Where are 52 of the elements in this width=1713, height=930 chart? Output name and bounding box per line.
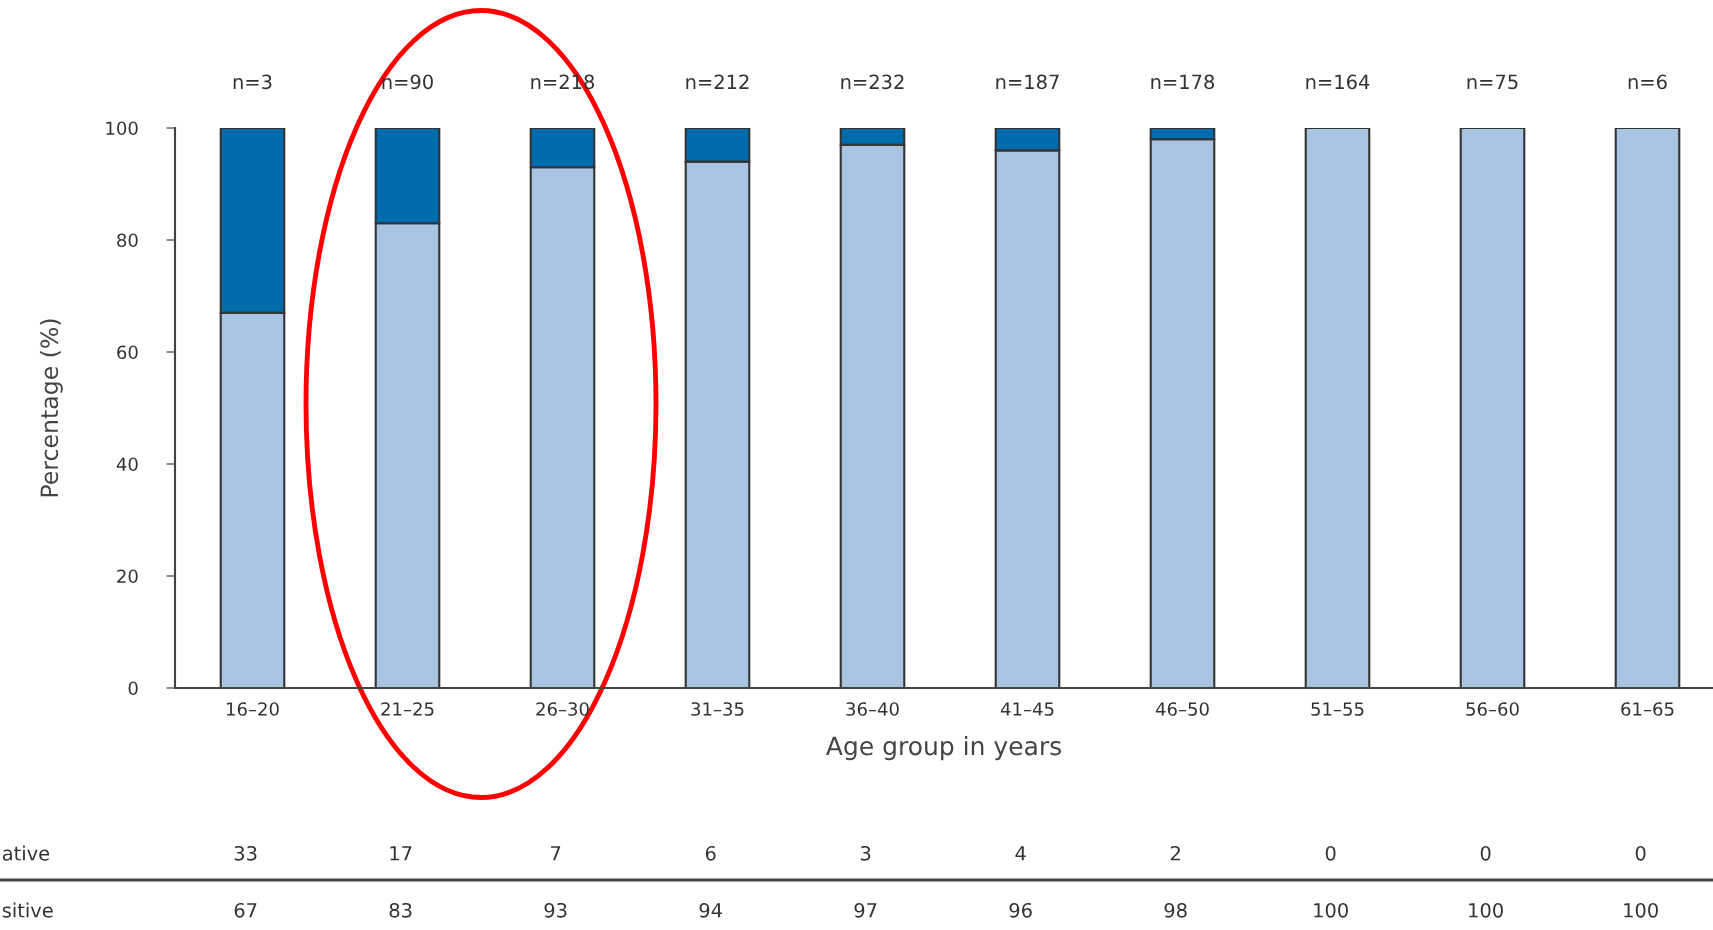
annotation: n=178 xyxy=(1151,74,1215,90)
bar xyxy=(1459,128,1526,688)
data-label: 17 xyxy=(390,846,412,861)
annotation: n=232 xyxy=(841,74,904,90)
data-label: 96 xyxy=(1009,902,1032,918)
x-tick-label: 56–60 xyxy=(1466,702,1519,716)
data-label: 93 xyxy=(544,902,567,918)
y-tick-label: 20 xyxy=(117,569,138,584)
data-label: 33 xyxy=(234,845,257,861)
annotation: n=75 xyxy=(1467,74,1518,90)
data-label: 6 xyxy=(705,845,716,861)
data-label: 100 xyxy=(1624,902,1658,918)
annotation: n=3 xyxy=(233,74,272,90)
y-tick-label: 60 xyxy=(117,345,138,360)
y-tick-label: 0 xyxy=(128,681,138,696)
data-label: 7 xyxy=(551,846,561,861)
y-tick-label: 80 xyxy=(117,233,138,248)
data-label: 97 xyxy=(854,902,877,918)
y-axis-title: Percentage (%) xyxy=(39,319,63,497)
x-axis-title: Age group in years xyxy=(826,736,1061,761)
bar xyxy=(1304,128,1371,688)
x-tick-label: 31–35 xyxy=(691,702,744,716)
annotation: n=187 xyxy=(996,74,1059,90)
x-tick-label: 46–50 xyxy=(1155,702,1209,716)
annotation: n=164 xyxy=(1306,74,1370,90)
bar xyxy=(1614,128,1681,688)
annotation: n=212 xyxy=(686,74,749,89)
data-label: 0 xyxy=(1635,845,1646,861)
data-label: 100 xyxy=(1314,902,1348,918)
x-tick-label: 16–20 xyxy=(226,702,279,716)
text: ative xyxy=(2,845,50,861)
annotation: n=90 xyxy=(382,74,433,90)
data-label: 0 xyxy=(1325,845,1336,861)
x-tick-label: 41–45 xyxy=(1000,702,1054,716)
x-tick-label: 36–40 xyxy=(846,702,899,716)
x-tick-label: 61–65 xyxy=(1621,702,1674,716)
data-label: 3 xyxy=(860,845,871,861)
x-tick-label: 51–55 xyxy=(1311,702,1364,716)
y-tick-label: 40 xyxy=(116,457,138,472)
annotation: n=6 xyxy=(1628,74,1667,90)
data-label: 67 xyxy=(234,902,257,918)
data-label: 2 xyxy=(1170,845,1180,861)
x-tick-label: 21–25 xyxy=(381,702,434,716)
y-tick-label: 100 xyxy=(106,121,138,136)
x-tick-label: 26–30 xyxy=(536,702,589,716)
data-label: 0 xyxy=(1480,845,1491,861)
data-label: 100 xyxy=(1469,902,1503,918)
data-label: 94 xyxy=(699,902,722,918)
data-label: 98 xyxy=(1164,902,1187,918)
data-label: 4 xyxy=(1015,846,1026,861)
data-label: 83 xyxy=(389,902,412,918)
text: sitive xyxy=(2,902,53,918)
